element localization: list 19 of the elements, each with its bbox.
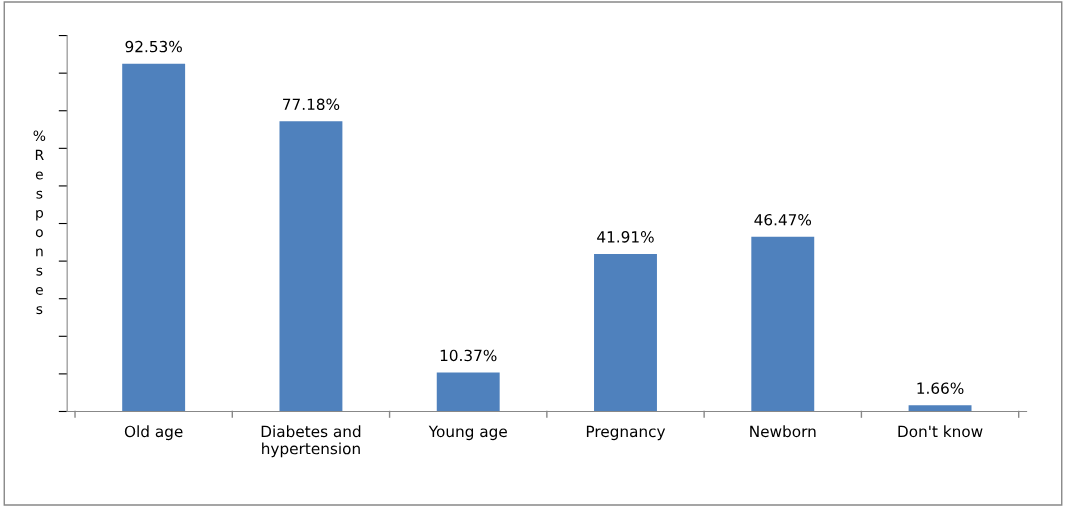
data-label: 46.47%: [754, 213, 812, 226]
x-tick-label: Young age: [428, 425, 507, 441]
data-label: 10.37%: [440, 349, 497, 362]
bar: [594, 253, 657, 412]
x-tick-label: Newborn: [750, 425, 816, 438]
text: % Responses: [33, 130, 46, 315]
bar: [279, 121, 343, 412]
x-tick-label: Pregnancy: [586, 425, 666, 441]
data-label: 92.53%: [125, 40, 182, 53]
bar: [122, 63, 186, 412]
data-label: 1.66%: [917, 382, 964, 394]
bar: [751, 236, 815, 412]
data-label: 41.91%: [597, 231, 654, 243]
bar: [908, 405, 972, 412]
x-tick-label: Old age: [124, 425, 183, 441]
bar: [436, 372, 500, 412]
x-tick-label: Don't know: [898, 425, 983, 438]
x-tick-label: Diabetes and hypertension: [261, 425, 361, 458]
data-label: 77.18%: [283, 98, 340, 111]
